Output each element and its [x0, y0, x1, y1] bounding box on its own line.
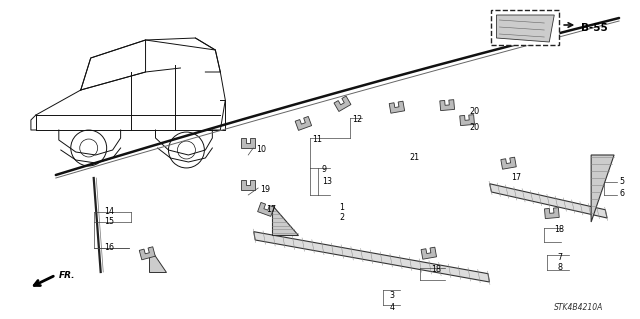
Text: 12: 12 — [352, 115, 362, 124]
Polygon shape — [272, 205, 298, 235]
Polygon shape — [497, 15, 554, 42]
Text: 4: 4 — [390, 302, 395, 311]
Text: 5: 5 — [619, 177, 624, 187]
Text: 17: 17 — [266, 205, 276, 214]
Text: 3: 3 — [390, 291, 395, 300]
Text: 6: 6 — [619, 189, 624, 197]
Text: 9: 9 — [322, 166, 327, 174]
Polygon shape — [148, 247, 166, 272]
FancyBboxPatch shape — [492, 10, 559, 45]
Text: STK4B4210A: STK4B4210A — [554, 302, 604, 311]
Text: FR.: FR. — [59, 271, 76, 279]
Text: 2: 2 — [339, 213, 344, 222]
Polygon shape — [460, 115, 474, 126]
Text: 8: 8 — [557, 263, 563, 272]
Polygon shape — [389, 101, 404, 113]
Polygon shape — [545, 208, 559, 219]
Text: 18: 18 — [554, 226, 564, 234]
Polygon shape — [295, 116, 312, 130]
Text: 1: 1 — [339, 204, 344, 212]
Polygon shape — [258, 203, 274, 216]
Text: 7: 7 — [557, 253, 563, 262]
Text: 18: 18 — [431, 265, 442, 275]
Text: 16: 16 — [104, 243, 114, 253]
Text: 21: 21 — [410, 153, 420, 162]
Polygon shape — [140, 247, 156, 260]
Polygon shape — [421, 247, 436, 259]
Text: 14: 14 — [104, 207, 114, 217]
Text: 20: 20 — [470, 123, 479, 132]
Polygon shape — [490, 184, 607, 218]
Text: 20: 20 — [470, 108, 479, 116]
Polygon shape — [501, 157, 516, 169]
Text: 17: 17 — [511, 173, 522, 182]
Polygon shape — [241, 180, 255, 190]
Polygon shape — [591, 155, 614, 222]
Text: 19: 19 — [260, 186, 270, 195]
Polygon shape — [253, 232, 490, 282]
Polygon shape — [241, 138, 255, 148]
Text: 13: 13 — [322, 177, 332, 187]
Text: 10: 10 — [256, 145, 266, 154]
Text: B-55: B-55 — [581, 23, 608, 33]
Text: 15: 15 — [104, 218, 114, 226]
Text: 11: 11 — [312, 136, 322, 145]
Polygon shape — [440, 100, 454, 111]
Polygon shape — [334, 96, 351, 111]
